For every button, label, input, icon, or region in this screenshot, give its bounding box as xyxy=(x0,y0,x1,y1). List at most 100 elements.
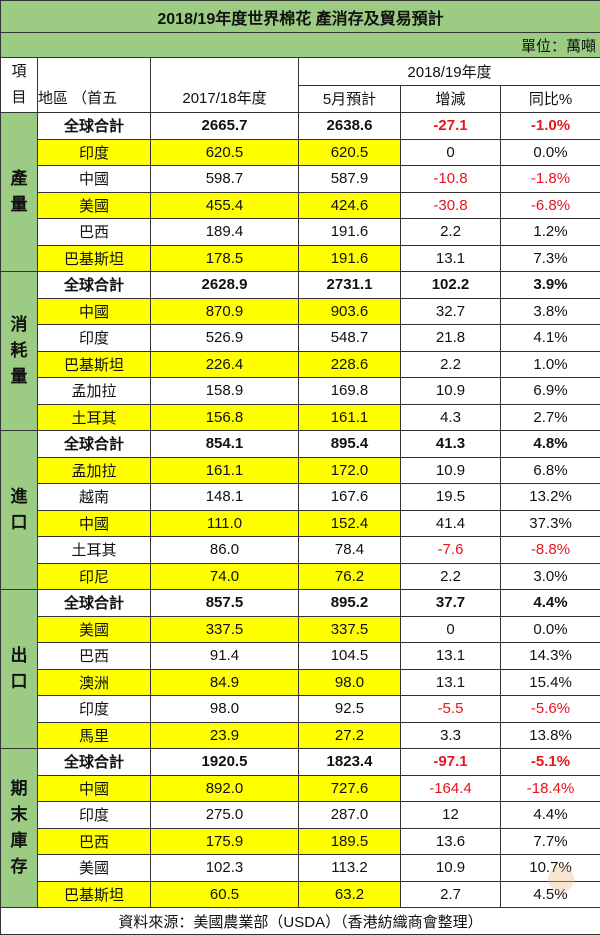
value-2017: 60.5 xyxy=(151,881,299,908)
value-2017: 526.9 xyxy=(151,325,299,352)
value-yoy: 0.0% xyxy=(501,616,600,643)
section-label: 期末庫存 xyxy=(1,749,38,908)
value-2017: 189.4 xyxy=(151,219,299,246)
section-label: 出口 xyxy=(1,590,38,749)
value-change: 4.3 xyxy=(401,404,501,431)
header-yoy: 同比% xyxy=(501,85,600,113)
value-yoy: 3.0% xyxy=(501,563,600,590)
section-label: 進口 xyxy=(1,431,38,590)
region-cell: 巴西 xyxy=(38,219,151,246)
value-yoy: 4.5% xyxy=(501,881,600,908)
value-yoy: 10.7% xyxy=(501,855,600,882)
value-2017: 598.7 xyxy=(151,166,299,193)
region-cell: 越南 xyxy=(38,484,151,511)
value-yoy: 13.8% xyxy=(501,722,600,749)
value-yoy: 13.2% xyxy=(501,484,600,511)
value-may: 63.2 xyxy=(299,881,401,908)
value-may: 169.8 xyxy=(299,378,401,405)
region-cell: 巴西 xyxy=(38,643,151,670)
value-change: 0 xyxy=(401,616,501,643)
value-2017: 1920.5 xyxy=(151,749,299,776)
value-change: 3.3 xyxy=(401,722,501,749)
region-cell: 中國 xyxy=(38,510,151,537)
value-2017: 455.4 xyxy=(151,192,299,219)
value-may: 895.2 xyxy=(299,590,401,617)
value-2017: 870.9 xyxy=(151,298,299,325)
value-may: 78.4 xyxy=(299,537,401,564)
value-2017: 102.3 xyxy=(151,855,299,882)
header-2017-label: 2017/18年度 xyxy=(182,90,266,107)
value-2017: 111.0 xyxy=(151,510,299,537)
table-title: 2018/19年度世界棉花 產消存及貿易預計 xyxy=(1,1,600,33)
region-cell: 印度 xyxy=(38,696,151,723)
value-change: 13.1 xyxy=(401,245,501,272)
value-2017: 2628.9 xyxy=(151,272,299,299)
value-yoy: 4.8% xyxy=(501,431,600,458)
value-change: 21.8 xyxy=(401,325,501,352)
value-yoy: -18.4% xyxy=(501,775,600,802)
region-cell: 全球合計 xyxy=(38,272,151,299)
value-2017: 84.9 xyxy=(151,669,299,696)
value-yoy: -1.8% xyxy=(501,166,600,193)
value-may: 191.6 xyxy=(299,219,401,246)
value-may: 903.6 xyxy=(299,298,401,325)
value-yoy: 15.4% xyxy=(501,669,600,696)
value-change: -164.4 xyxy=(401,775,501,802)
value-2017: 158.9 xyxy=(151,378,299,405)
value-yoy: 2.7% xyxy=(501,404,600,431)
value-2017: 620.5 xyxy=(151,139,299,166)
region-cell: 巴基斯坦 xyxy=(38,245,151,272)
value-yoy: 3.8% xyxy=(501,298,600,325)
value-2017: 226.4 xyxy=(151,351,299,378)
value-yoy: -5.6% xyxy=(501,696,600,723)
header-may: 5月預計 xyxy=(299,85,401,113)
value-change: 41.4 xyxy=(401,510,501,537)
value-change: -10.8 xyxy=(401,166,501,193)
value-2017: 2665.7 xyxy=(151,113,299,140)
value-change: 13.6 xyxy=(401,828,501,855)
value-yoy: -8.8% xyxy=(501,537,600,564)
value-2017: 98.0 xyxy=(151,696,299,723)
value-change: 32.7 xyxy=(401,298,501,325)
value-change: 19.5 xyxy=(401,484,501,511)
region-cell: 土耳其 xyxy=(38,404,151,431)
value-may: 92.5 xyxy=(299,696,401,723)
value-yoy: -6.8% xyxy=(501,192,600,219)
value-2017: 23.9 xyxy=(151,722,299,749)
region-cell: 全球合計 xyxy=(38,749,151,776)
value-yoy: 7.7% xyxy=(501,828,600,855)
value-change: -5.5 xyxy=(401,696,501,723)
region-cell: 全球合計 xyxy=(38,431,151,458)
value-yoy: 3.9% xyxy=(501,272,600,299)
region-cell: 澳洲 xyxy=(38,669,151,696)
region-cell: 印度 xyxy=(38,139,151,166)
region-cell: 巴基斯坦 xyxy=(38,351,151,378)
value-2017: 175.9 xyxy=(151,828,299,855)
region-cell: 中國 xyxy=(38,775,151,802)
value-may: 424.6 xyxy=(299,192,401,219)
value-change: -97.1 xyxy=(401,749,501,776)
value-may: 2638.6 xyxy=(299,113,401,140)
value-change: 10.9 xyxy=(401,378,501,405)
region-cell: 巴西 xyxy=(38,828,151,855)
value-may: 287.0 xyxy=(299,802,401,829)
region-cell: 孟加拉 xyxy=(38,457,151,484)
value-may: 191.6 xyxy=(299,245,401,272)
value-change: 12 xyxy=(401,802,501,829)
